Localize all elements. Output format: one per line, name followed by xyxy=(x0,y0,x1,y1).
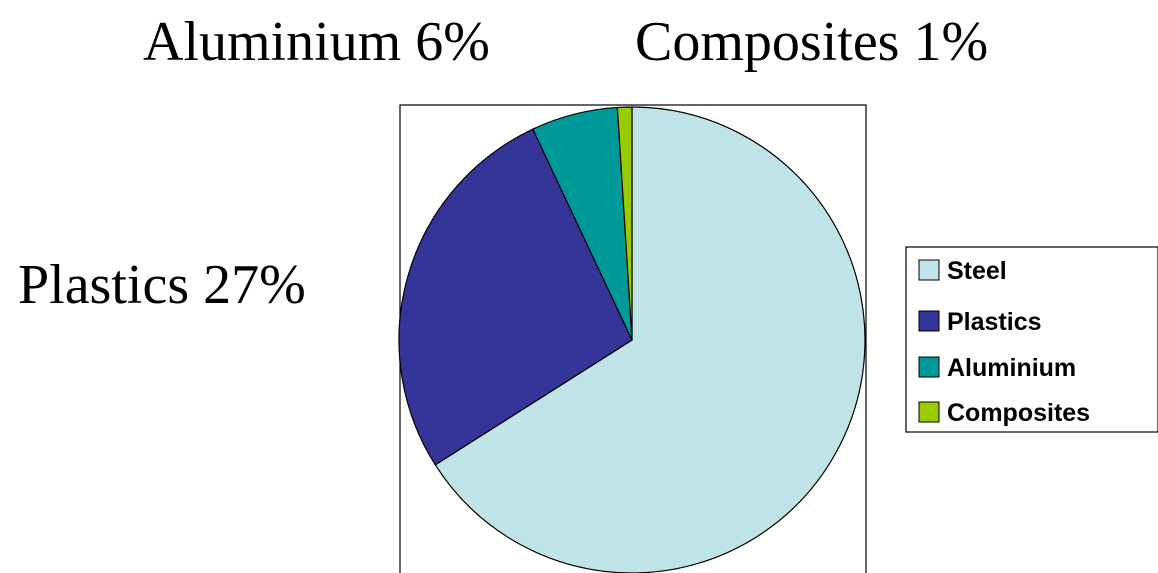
pie-slice-plastics xyxy=(398,128,633,466)
legend-label-steel: Steel xyxy=(947,257,1007,285)
legend-swatch-steel xyxy=(918,259,940,281)
legend-label-composites: Composites xyxy=(947,399,1090,427)
legend-swatch-aluminium xyxy=(918,356,940,378)
legend-swatch-plastics xyxy=(918,310,940,332)
legend: Steel Plastics Aluminium Composites xyxy=(905,246,1158,433)
legend-frame xyxy=(905,246,1158,433)
pie-slice-composites xyxy=(616,106,633,341)
legend-label-aluminium: Aluminium xyxy=(947,354,1076,382)
slice-label-composites: Composites 1% xyxy=(635,11,988,73)
slice-label-aluminium: Aluminium 6% xyxy=(143,11,490,73)
legend-label-plastics: Plastics xyxy=(947,308,1042,336)
slice-label-plastics: Plastics 27% xyxy=(18,254,306,316)
pie-slice-steel xyxy=(434,106,866,573)
legend-swatch-composites xyxy=(918,401,940,423)
pie-slices xyxy=(398,106,866,573)
